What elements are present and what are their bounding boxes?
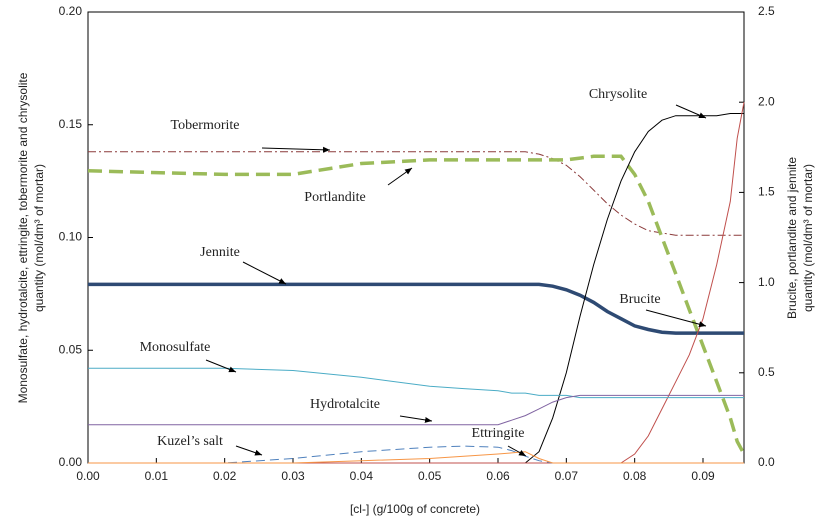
y2-tick-label: 2.5	[758, 4, 775, 18]
series-line	[88, 451, 744, 464]
x-tick-label: 0.04	[350, 469, 374, 483]
x-tick-label: 0.05	[418, 469, 442, 483]
x-tick-label: 0.01	[145, 469, 169, 483]
annotation-arrow	[507, 445, 527, 457]
annotation-arrow	[242, 261, 287, 285]
y2-tick-label: 0.0	[758, 455, 775, 469]
series-line	[88, 102, 745, 464]
y2-tick-label: 0.5	[758, 365, 775, 379]
annotation: Monosulfate	[140, 340, 211, 355]
annotation-arrow	[387, 167, 413, 186]
series-line	[88, 282, 744, 335]
annotation: Kuzel’s salt	[157, 434, 223, 449]
annotation: Jennite	[200, 245, 240, 260]
annotation-arrow	[235, 445, 263, 456]
x-tick-label: 0.02	[213, 469, 237, 483]
annotation: Ettringite	[472, 426, 525, 441]
x-tick-label: 0.03	[281, 469, 305, 483]
annotation-arrow	[205, 359, 237, 373]
annotation-arrow	[399, 415, 433, 423]
series-line	[87, 154, 746, 455]
series-line	[88, 151, 744, 236]
y-tick-label: 0.05	[59, 342, 83, 356]
annotation: Tobermorite	[171, 118, 240, 133]
y2-tick-label: 1.0	[758, 275, 775, 289]
annotation: Brucite	[619, 292, 660, 307]
y-tick-label: 0.15	[59, 117, 83, 131]
series-line	[88, 394, 744, 426]
annotation: Portlandite	[304, 190, 365, 205]
annotation-arrow	[675, 104, 707, 119]
annotation-arrow	[645, 309, 707, 328]
x-axis-label: [cl-] (g/100g of concrete)	[350, 502, 480, 516]
y2-tick-label: 2.0	[758, 94, 775, 108]
y-axis-label: Monosulfate, hydrotalcite, ettringite, t…	[16, 72, 30, 403]
y-axis-label: quantity (mol/dm³ of mortar)	[32, 164, 46, 312]
y2-axis-label: Brucite, portlandite and jennite	[785, 157, 799, 319]
x-tick-label: 0.07	[555, 469, 579, 483]
series-line	[88, 113, 744, 464]
y2-axis-label: quantity (mol/dm³ of mortar)	[801, 164, 815, 312]
y2-tick-label: 1.5	[758, 185, 775, 199]
x-tick-label: 0.06	[486, 469, 510, 483]
x-tick-label: 0.08	[623, 469, 647, 483]
y-tick-label: 0.20	[59, 4, 83, 18]
x-tick-label: 0.09	[691, 469, 715, 483]
annotation: Chrysolite	[589, 87, 647, 102]
y-tick-label: 0.00	[59, 455, 83, 469]
y-tick-label: 0.10	[59, 230, 83, 244]
annotation: Hydrotalcite	[310, 397, 380, 412]
annotation-arrow	[261, 146, 331, 153]
series-line	[88, 367, 744, 399]
x-tick-label: 0.00	[76, 469, 100, 483]
